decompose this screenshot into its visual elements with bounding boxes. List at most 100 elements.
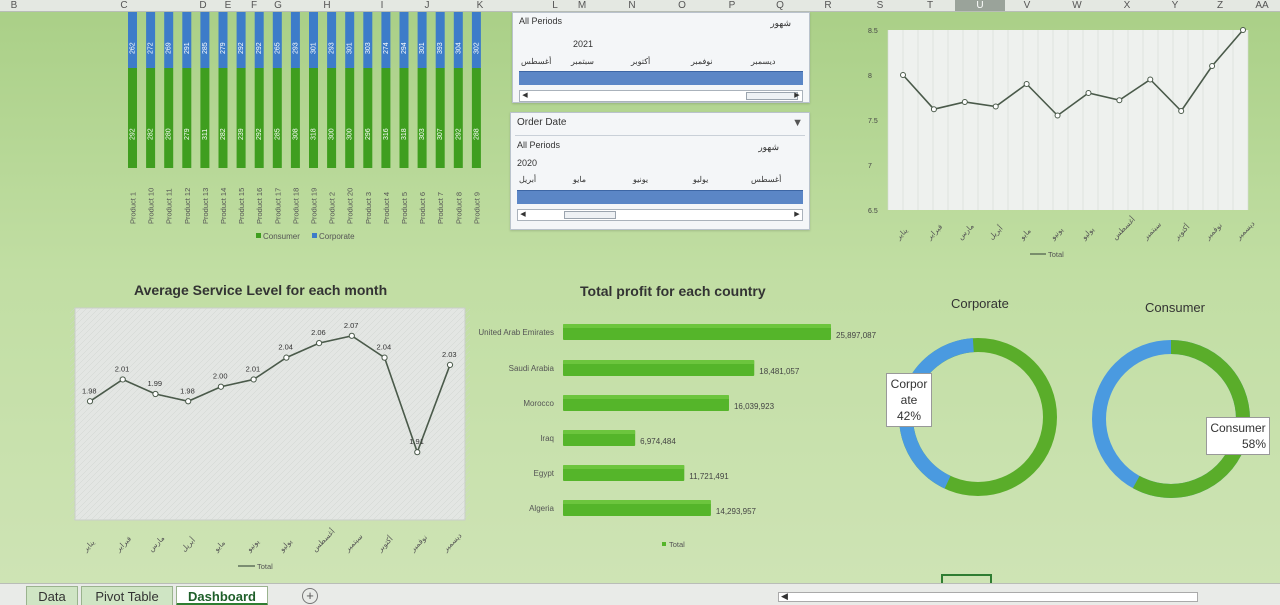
- scroll-right-icon[interactable]: ▶: [794, 211, 800, 218]
- product-category-label: Product 14: [219, 188, 228, 224]
- clear-filter-icon[interactable]: ▼: [792, 117, 803, 129]
- pattern-line: [70, 307, 208, 446]
- column-header-b[interactable]: B: [10, 0, 18, 11]
- data-label: 2.01: [246, 364, 261, 373]
- slicer-month-label[interactable]: أبريل: [519, 175, 537, 184]
- column-header-n[interactable]: N: [628, 0, 636, 11]
- slicer-scrollbar[interactable]: ◀ ▶: [519, 90, 803, 102]
- product-value-label-corporate: 285: [202, 42, 209, 54]
- tab-data[interactable]: Data: [26, 586, 78, 605]
- data-point: [1023, 81, 1030, 87]
- x-tick-label: مايو: [211, 538, 227, 554]
- product-value-label-consumer: 307: [437, 128, 444, 140]
- pattern-line: [372, 422, 470, 521]
- slicer-timeline-bar[interactable]: [517, 190, 803, 204]
- slicer-month-label[interactable]: أغسطس: [521, 57, 552, 66]
- slicer-month-label[interactable]: نوفمبر: [691, 57, 713, 66]
- product-value-label-consumer: 288: [473, 128, 480, 140]
- pattern-line: [318, 368, 470, 521]
- scroll-left-icon[interactable]: ◀: [781, 591, 788, 601]
- column-header-aa[interactable]: AA: [1255, 0, 1269, 11]
- horizontal-scrollbar[interactable]: ◀: [778, 591, 1198, 602]
- slicer-periods-label: All Periods: [519, 16, 563, 26]
- column-header-f[interactable]: F: [250, 0, 258, 11]
- column-header-j[interactable]: J: [424, 0, 430, 11]
- column-header-y[interactable]: Y: [1171, 0, 1179, 11]
- column-header-i[interactable]: I: [380, 0, 384, 11]
- column-header-p[interactable]: P: [728, 0, 736, 11]
- donut-consumer-label: Consumer 58%: [1206, 417, 1270, 455]
- slicer-month-label[interactable]: يونيو: [633, 175, 649, 184]
- column-header-o[interactable]: O: [678, 0, 686, 11]
- product-value-label-consumer: 292: [455, 128, 462, 140]
- slicer-title: Order Date: [517, 117, 567, 128]
- product-bar-consumer: [471, 68, 481, 168]
- scroll-thumb[interactable]: [746, 92, 798, 100]
- product-bar-corporate: [164, 12, 174, 68]
- column-header-k[interactable]: K: [476, 0, 484, 11]
- pattern-line: [432, 482, 470, 521]
- column-header-h[interactable]: H: [323, 0, 331, 11]
- slicer-order-date[interactable]: Order Date ▼ All Periods شهور 2020 أبريل…: [510, 112, 810, 230]
- donut-consumer-title: Consumer: [1145, 300, 1205, 315]
- column-header-m[interactable]: M: [577, 0, 587, 11]
- product-bar-consumer: [381, 68, 391, 168]
- scroll-left-icon[interactable]: ◀: [520, 211, 526, 218]
- product-bar-corporate: [453, 12, 463, 68]
- slicer-month-label[interactable]: يوليو: [693, 175, 709, 184]
- slicer-periods-2021[interactable]: All Periods شهور 2021 أغسطس سبتمبر أكتوبر ن…: [512, 12, 810, 103]
- column-header-w[interactable]: W: [1072, 0, 1082, 11]
- column-header-q[interactable]: Q: [776, 0, 784, 11]
- pattern-line: [114, 307, 328, 521]
- slicer-level-dropdown[interactable]: شهور: [770, 18, 791, 28]
- product-value-label-consumer: 316: [383, 128, 390, 140]
- slicer-month-label[interactable]: ديسمبر: [751, 57, 776, 66]
- column-header-u[interactable]: U: [955, 0, 1005, 11]
- slicer-month-label[interactable]: سبتمبر: [571, 57, 594, 66]
- column-header-z[interactable]: Z: [1216, 0, 1224, 11]
- data-point: [283, 354, 290, 361]
- category-label: Saudi Arabia: [509, 364, 555, 373]
- data-point: [119, 376, 126, 383]
- data-point: [1240, 27, 1246, 33]
- scroll-right-icon[interactable]: ▶: [794, 92, 800, 99]
- pattern-line: [180, 307, 394, 521]
- column-header-g[interactable]: G: [274, 0, 282, 11]
- slicer-month-label[interactable]: مايو: [573, 175, 587, 184]
- slicer-month-label[interactable]: أغسطس: [751, 175, 782, 184]
- slicer-periods-label: All Periods: [517, 140, 561, 150]
- column-header-r[interactable]: R: [824, 0, 832, 11]
- slicer-scrollbar[interactable]: ◀ ▶: [517, 209, 803, 221]
- column-header-d[interactable]: D: [199, 0, 207, 11]
- column-header-e[interactable]: E: [224, 0, 232, 11]
- value-label: 6,974,484: [640, 437, 676, 446]
- column-header-v[interactable]: V: [1023, 0, 1031, 11]
- slicer-level-dropdown[interactable]: شهور: [758, 142, 779, 152]
- product-bar-consumer: [290, 68, 300, 168]
- column-header-s[interactable]: S: [876, 0, 884, 11]
- product-bar-consumer: [128, 68, 137, 168]
- scroll-left-icon[interactable]: ◀: [522, 92, 528, 99]
- pattern-line: [120, 307, 334, 521]
- column-header-l[interactable]: L: [552, 0, 558, 11]
- tab-dashboard[interactable]: Dashboard: [176, 586, 268, 605]
- profit-chart-title: Total profit for each country: [580, 283, 766, 299]
- x-tick-label: يوليو: [277, 537, 294, 554]
- product-value-label-consumer: 300: [329, 128, 336, 140]
- column-header-c[interactable]: C: [120, 0, 128, 11]
- pattern-line: [384, 434, 470, 521]
- product-category-label: Product 10: [147, 188, 156, 224]
- product-value-label-consumer: 292: [130, 128, 137, 140]
- product-value-label-consumer: 285: [274, 128, 281, 140]
- slicer-timeline-bar[interactable]: [519, 71, 803, 85]
- column-header-x[interactable]: X: [1123, 0, 1131, 11]
- tab-pivot-table[interactable]: Pivot Table: [81, 586, 173, 605]
- product-category-label: Product 9: [472, 192, 481, 224]
- product-value-label-corporate: 393: [437, 42, 444, 54]
- legend-corporate-label: Corporate: [319, 232, 355, 241]
- slicer-month-label[interactable]: أكتوبر: [631, 57, 651, 66]
- column-header-t[interactable]: T: [926, 0, 934, 11]
- add-sheet-icon[interactable]: +: [302, 588, 318, 604]
- product-bar-corporate: [399, 12, 409, 68]
- scroll-thumb[interactable]: [564, 211, 616, 219]
